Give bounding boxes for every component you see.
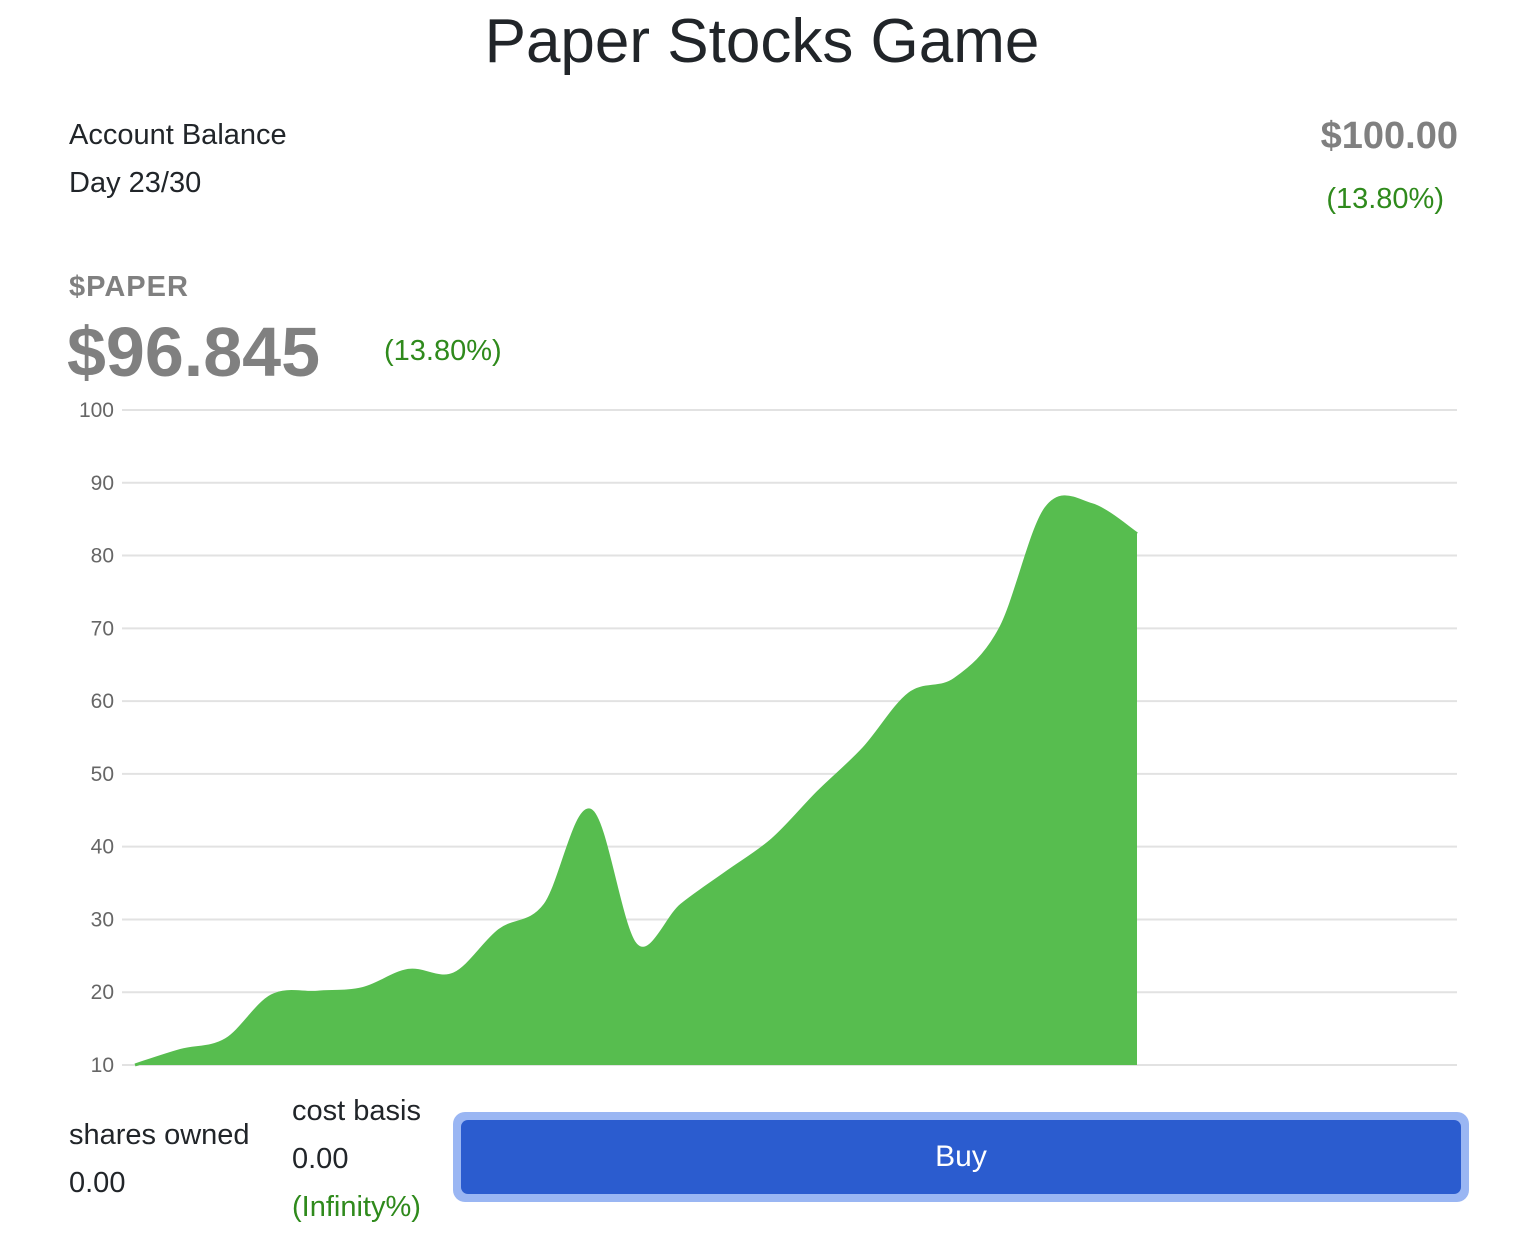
stock-price-change: (13.80%) <box>384 335 502 367</box>
page-title: Paper Stocks Game <box>484 7 1040 76</box>
account-balance-change: (13.80%) <box>1326 183 1444 215</box>
y-tick-label-10: 10 <box>91 1054 114 1077</box>
shares-owned-label: shares owned <box>69 1119 250 1151</box>
account-balance-value: $100.00 <box>1320 115 1458 157</box>
y-tick-label-30: 30 <box>91 908 114 931</box>
price-area-outline <box>134 495 1138 1067</box>
y-tick-label-20: 20 <box>91 981 114 1004</box>
price-area-series <box>135 496 1137 1065</box>
day-counter: Day 23/30 <box>69 167 202 199</box>
y-tick-label-80: 80 <box>91 545 114 568</box>
stock-ticker: $PAPER <box>69 271 189 303</box>
y-tick-label-60: 60 <box>91 690 114 713</box>
account-balance-label: Account Balance <box>69 119 287 151</box>
cost-basis-label: cost basis <box>292 1095 421 1127</box>
cost-basis-value: 0.00 <box>292 1143 349 1175</box>
y-tick-label-40: 40 <box>91 836 114 859</box>
y-tick-label-50: 50 <box>91 763 114 786</box>
y-tick-label-70: 70 <box>91 617 114 640</box>
cost-basis-change: (Infinity%) <box>292 1191 421 1223</box>
buy-button-focus-ring: Buy <box>453 1112 1469 1202</box>
buy-button[interactable]: Buy <box>461 1120 1461 1194</box>
stock-price: $96.845 <box>67 313 321 391</box>
y-tick-label-100: 100 <box>79 399 114 422</box>
y-tick-label-90: 90 <box>91 472 114 495</box>
price-chart: 100 90 80 70 60 50 40 30 20 10 <box>79 399 1457 1077</box>
shares-owned-value: 0.00 <box>69 1167 126 1199</box>
